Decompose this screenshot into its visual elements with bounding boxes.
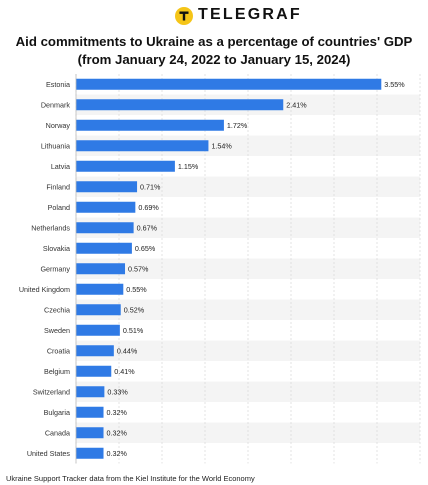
category-label: Czechia [44,305,70,314]
bar [76,365,112,377]
category-label: Belgium [44,367,70,376]
value-label: 0.32% [107,408,128,417]
chart-title: Aid commitments to Ukraine as a percenta… [15,34,413,49]
brand-name: TELEGRAF [198,6,302,23]
value-label: 0.32% [107,428,128,437]
bar [76,222,134,234]
value-label: 3.55% [384,80,405,89]
category-label: Latvia [51,162,70,171]
category-label: Finland [46,182,70,191]
bar [76,242,132,254]
value-label: 0.69% [138,203,159,212]
bar [76,119,224,131]
category-label: Croatia [47,346,70,355]
bar [76,324,120,336]
bar [76,160,175,172]
value-label: 0.57% [128,264,149,273]
bar [76,447,104,459]
bar [76,283,124,295]
value-label: 0.51% [123,326,144,335]
bar [76,304,121,316]
value-label: 1.15% [178,162,199,171]
value-label: 0.67% [137,223,158,232]
value-label: 0.52% [124,305,145,314]
category-label: Slovakia [43,244,70,253]
bar [76,181,138,193]
bar [76,201,136,213]
category-label: Sweden [44,326,70,335]
category-label: Germany [40,264,70,273]
value-label: 2.41% [286,100,307,109]
brand-logo: TELEGRAF [0,6,428,28]
bar [76,345,114,357]
category-label: Lithuania [41,141,70,150]
value-label: 1.72% [227,121,248,130]
bar [76,406,104,418]
value-label: 0.55% [126,285,147,294]
category-label: United States [27,449,71,458]
category-label: Switzerland [33,387,70,396]
bar [76,263,126,275]
value-label: 0.44% [117,346,138,355]
bar-chart: Estonia 3.55% Denmark 2.41% Norway 1.72% Lithu… [19,74,421,464]
bar [76,78,382,90]
source-note: Ukraine Support Tracker data from the Ki… [6,474,255,483]
value-label: 0.65% [135,244,156,253]
value-label: 0.71% [140,182,161,191]
category-label: Estonia [46,80,70,89]
category-label: Bulgaria [44,408,70,417]
chart-subtitle: (from January 24, 2022 to January 15, 20… [77,52,351,67]
value-label: 1.54% [211,141,232,150]
category-label: Poland [48,203,70,212]
bar [76,140,209,152]
chart-title-block: Aid commitments to Ukraine as a percenta… [0,33,428,69]
value-label: 0.32% [107,449,128,458]
category-label: United Kingdom [19,285,70,294]
category-label: Canada [45,428,70,437]
telegraf-logo-icon [175,7,193,25]
bar [76,427,104,439]
category-label: Netherlands [31,223,70,232]
value-label: 0.41% [114,367,135,376]
bar [76,99,284,111]
category-label: Denmark [41,100,71,109]
category-label: Norway [46,121,71,130]
value-label: 0.33% [107,387,128,396]
bar [76,386,105,398]
